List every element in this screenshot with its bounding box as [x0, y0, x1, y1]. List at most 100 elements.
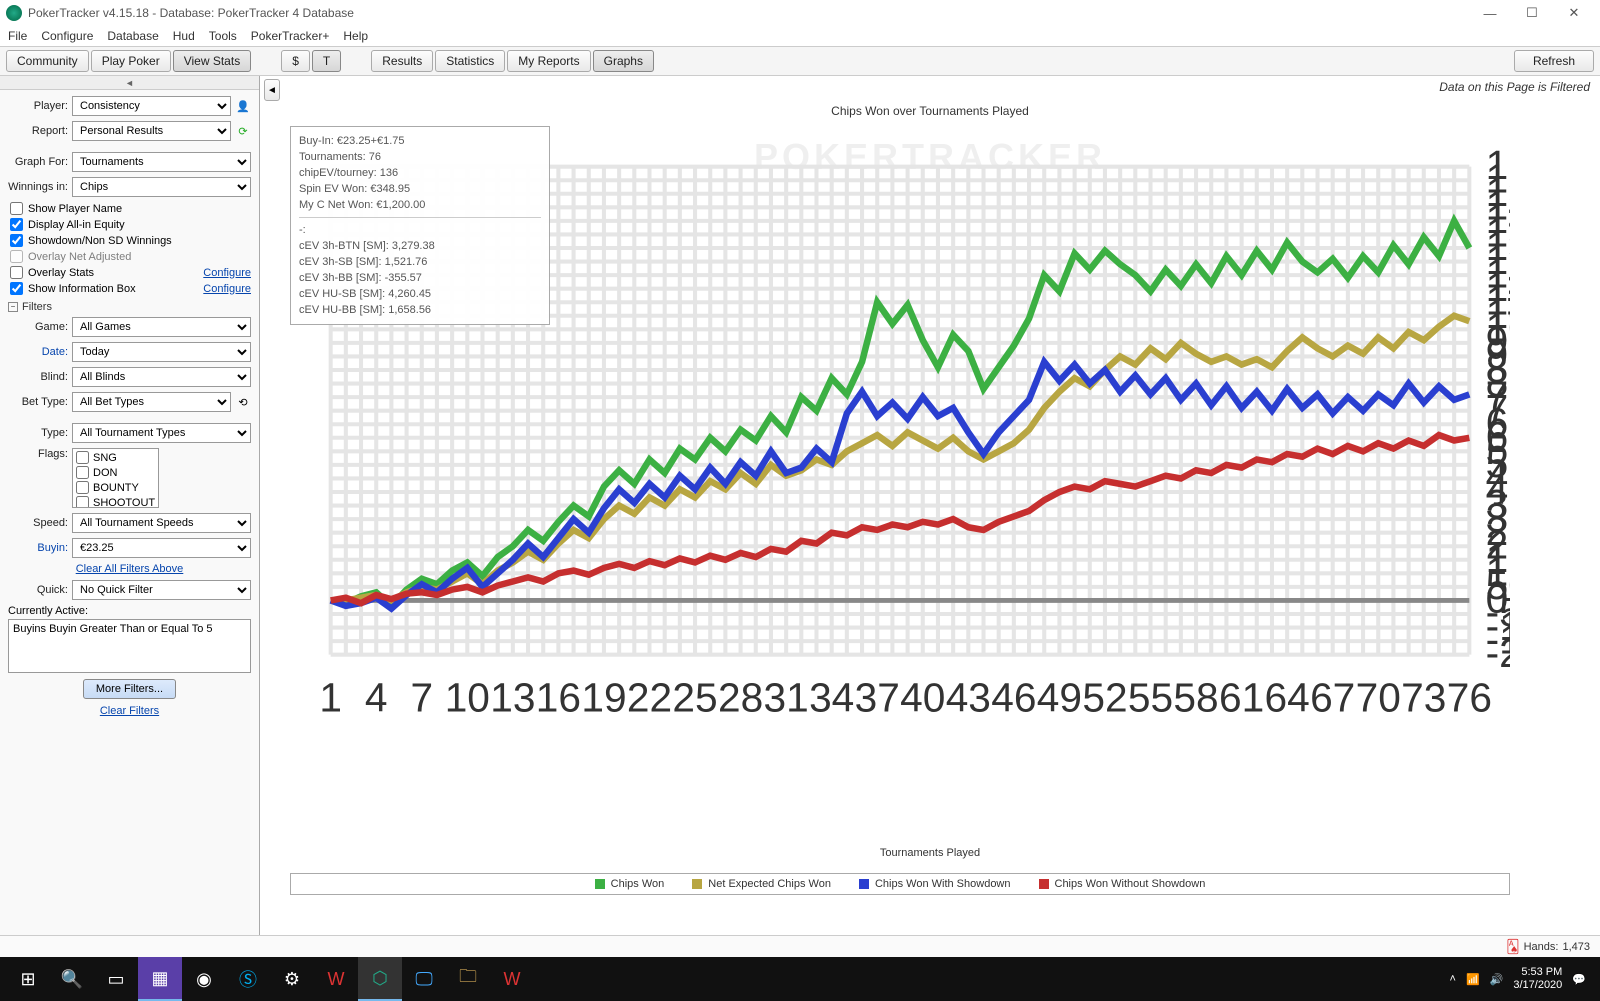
menu-tools[interactable]: Tools	[209, 29, 237, 43]
flag-bounty[interactable]	[76, 481, 89, 494]
buyin-select[interactable]: €23.25	[72, 538, 251, 558]
svg-text:64: 64	[1265, 675, 1310, 721]
show-player-name-checkbox[interactable]	[10, 202, 23, 215]
chrome-icon[interactable]: ◉	[182, 957, 226, 1001]
display-allin-equity-checkbox[interactable]	[10, 218, 23, 231]
menu-help[interactable]: Help	[343, 29, 368, 43]
report-tab-statistics[interactable]: Statistics	[435, 50, 505, 72]
svg-text:19: 19	[581, 675, 626, 721]
clear-filters-link[interactable]: Clear Filters	[8, 705, 251, 717]
show-info-box-checkbox[interactable]	[10, 282, 23, 295]
taskbar-clock[interactable]: 5:53 PM 3/17/2020	[1513, 966, 1562, 992]
svg-text:25: 25	[672, 675, 717, 721]
svg-text:52: 52	[1082, 675, 1127, 721]
legend-item: Chips Won With Showdown	[859, 878, 1011, 890]
sidebar-collapse-arrow[interactable]: ◄	[0, 76, 259, 90]
menu-database[interactable]: Database	[107, 29, 158, 43]
graph-for-select[interactable]: Tournaments	[72, 152, 251, 172]
mode-t[interactable]: T	[312, 50, 341, 72]
clear-filters-above-link[interactable]: Clear All Filters Above	[8, 563, 251, 575]
titlebar: PokerTracker v4.15.18 - Database: PokerT…	[0, 0, 1600, 26]
player-label: Player:	[8, 100, 68, 112]
report-select[interactable]: Personal Results	[72, 121, 231, 141]
start-button[interactable]: ⊞	[6, 957, 50, 1001]
svg-text:61: 61	[1219, 675, 1264, 721]
chart-area: ◄ Data on this Page is Filtered Chips Wo…	[260, 76, 1600, 935]
hands-icon: 🂡	[1506, 939, 1519, 955]
info-line: chipEV/tourney: 136	[299, 165, 541, 181]
showdown-winnings-checkbox[interactable]	[10, 234, 23, 247]
info-box-configure[interactable]: Configure	[203, 283, 251, 295]
info-line: Buy-In: €23.25+€1.75	[299, 133, 541, 149]
notification-icon[interactable]: 💬	[1572, 973, 1586, 986]
display-allin-equity-label: Display All-in Equity	[28, 219, 125, 231]
tray-volume-icon[interactable]: 🔊	[1490, 973, 1504, 986]
tray-up-icon[interactable]: ˄	[1450, 973, 1456, 985]
tab-play-poker[interactable]: Play Poker	[91, 50, 171, 72]
svg-text:55: 55	[1128, 675, 1173, 721]
legend-item: Net Expected Chips Won	[692, 878, 831, 890]
overlay-stats-label: Overlay Stats	[28, 267, 94, 279]
flags-label: Flags:	[8, 448, 68, 460]
report-tab-graphs[interactable]: Graphs	[593, 50, 654, 72]
pokertracker-taskbar-icon[interactable]: ⬡	[358, 957, 402, 1001]
game-select[interactable]: All Games	[72, 317, 251, 337]
maximize-button[interactable]: ☐	[1512, 2, 1552, 24]
blind-select[interactable]: All Blinds	[72, 367, 251, 387]
speed-select[interactable]: All Tournament Speeds	[72, 513, 251, 533]
quick-filter-select[interactable]: No Quick Filter	[72, 580, 251, 600]
bet-type-reset-icon[interactable]: ⟲	[235, 396, 251, 409]
close-button[interactable]: ✕	[1554, 2, 1594, 24]
overlay-stats-checkbox[interactable]	[10, 266, 23, 279]
tray-network-icon[interactable]: 📶	[1466, 973, 1480, 986]
show-player-name-label: Show Player Name	[28, 203, 122, 215]
mode-$[interactable]: $	[281, 50, 310, 72]
menu-file[interactable]: File	[8, 29, 27, 43]
date-select[interactable]: Today	[72, 342, 251, 362]
task-view-icon[interactable]: ▭	[94, 957, 138, 1001]
date-label: Date:	[8, 346, 68, 358]
filters-toggle[interactable]: −	[8, 302, 18, 312]
hands-count: 1,473	[1562, 941, 1590, 953]
taskbar-app-1[interactable]: ▦	[138, 957, 182, 1001]
info-line: cEV 3h-BTN [SM]: 3,279.38	[299, 238, 541, 254]
overlay-stats-configure[interactable]: Configure	[203, 267, 251, 279]
winnings-select[interactable]: Chips	[72, 177, 251, 197]
skype-icon[interactable]: Ⓢ	[226, 957, 270, 1001]
report-refresh-icon[interactable]: ⟳	[235, 125, 251, 138]
monitor-icon[interactable]: 🖵	[402, 957, 446, 1001]
flag-shootout[interactable]	[76, 496, 89, 508]
taskbar-app-w[interactable]: W	[314, 957, 358, 1001]
flag-sng[interactable]	[76, 451, 89, 464]
tab-view-stats[interactable]: View Stats	[173, 50, 251, 72]
overlay-net-checkbox[interactable]	[10, 250, 23, 263]
buyin-label: Buyin:	[8, 542, 68, 554]
info-line: cEV HU-SB [SM]: 4,260.45	[299, 286, 541, 302]
more-filters-button[interactable]: More Filters...	[83, 679, 176, 699]
info-line: My C Net Won: €1,200.00	[299, 197, 541, 213]
tab-community[interactable]: Community	[6, 50, 89, 72]
settings-icon[interactable]: ⚙	[270, 957, 314, 1001]
bet-type-select[interactable]: All Bet Types	[72, 392, 231, 412]
search-icon[interactable]: 🔍	[50, 957, 94, 1001]
player-select[interactable]: Consistency	[72, 96, 231, 116]
menu-pokertracker+[interactable]: PokerTracker+	[251, 29, 330, 43]
refresh-button[interactable]: Refresh	[1514, 50, 1594, 72]
clock-time: 5:53 PM	[1513, 966, 1562, 979]
type-select[interactable]: All Tournament Types	[72, 423, 251, 443]
menu-configure[interactable]: Configure	[41, 29, 93, 43]
flag-don[interactable]	[76, 466, 89, 479]
report-tab-results[interactable]: Results	[371, 50, 433, 72]
chart-nav-left[interactable]: ◄	[264, 79, 280, 101]
menu-hud[interactable]: Hud	[173, 29, 195, 43]
bet-type-label: Bet Type:	[8, 396, 68, 408]
report-tab-my-reports[interactable]: My Reports	[507, 50, 590, 72]
flags-listbox[interactable]: SNG DON BOUNTY SHOOTOUT	[72, 448, 159, 508]
svg-text:43: 43	[946, 675, 991, 721]
svg-text:16,000: 16,000	[1486, 142, 1510, 188]
player-icon[interactable]: 👤	[235, 100, 251, 113]
taskbar-app-wred[interactable]: W	[490, 957, 534, 1001]
explorer-icon[interactable]: 🗀	[446, 957, 490, 1001]
minimize-button[interactable]: —	[1470, 2, 1510, 24]
svg-text:70: 70	[1356, 675, 1401, 721]
